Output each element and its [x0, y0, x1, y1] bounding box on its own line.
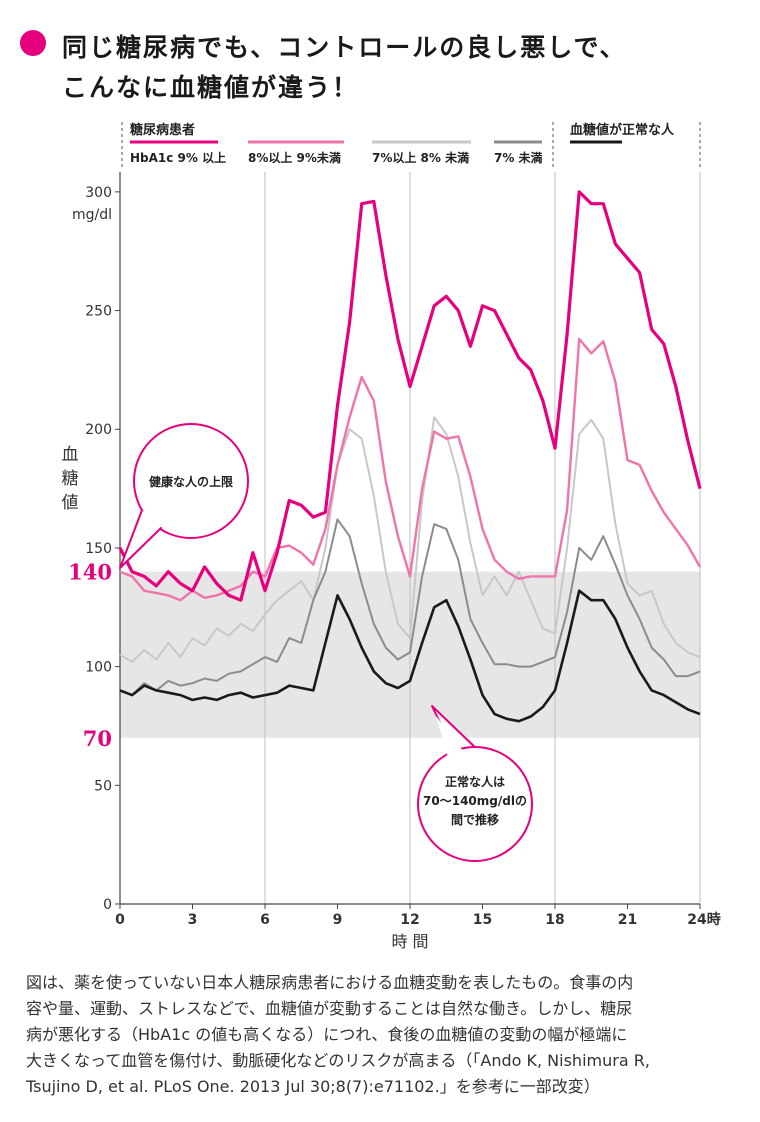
upper-limit-callout-fill: [136, 426, 246, 536]
title-bullet: [20, 30, 46, 56]
y-tick-label: 0: [103, 897, 112, 913]
series-line-3: [119, 518, 701, 697]
legend-entry-label: 7% 未満: [494, 150, 543, 165]
legend-entry-label: 8%以上 9%未満: [248, 150, 341, 165]
y-axis-label-char: 値: [62, 493, 79, 513]
y-unit-label: mg/dl: [72, 207, 112, 223]
x-tick-label: 15: [473, 912, 492, 928]
y-tick-label: 50: [94, 778, 112, 794]
title-line-2: こんなに血糖値が違う！: [62, 73, 360, 102]
x-tick-label: 3: [188, 912, 198, 928]
x-tick-label: 24時: [687, 911, 720, 928]
y-axis-label-char: 糖: [62, 469, 79, 489]
y-axis-label-char: 血: [62, 445, 79, 465]
legend-group-normal: 血糖値が正常な人: [570, 122, 675, 138]
x-tick-label: 18: [545, 912, 564, 928]
highlight-tick-label: 70: [83, 726, 112, 751]
legend-group-diabetic: 糖尿病患者: [130, 122, 195, 138]
x-tick-label: 12: [400, 912, 419, 928]
y-tick-label: 250: [85, 304, 112, 320]
y-tick-label: 300: [85, 185, 112, 201]
highlight-tick-label: 140: [68, 560, 112, 585]
series-line-2: [119, 416, 701, 663]
legend-entry-label: 7%以上 8% 未満: [372, 150, 469, 165]
x-tick-label: 21: [618, 912, 637, 928]
caption-line: 病が悪化する（HbA1c の値も高くなる）につれ、食後の血糖値の変動の幅が極端に: [26, 1025, 628, 1044]
legend-entry-label: HbA1c 9% 以上: [130, 150, 226, 165]
normal-range-callout-text: 70〜140mg/dlの: [423, 794, 527, 808]
glucose-chart: 0 50 100 150 200 250 300 mg/dl 140 70 血糖値 0 3 6 9 12 15 1…: [62, 122, 721, 951]
x-axis-label: 時 間: [391, 932, 428, 951]
y-tick-label: 150: [85, 541, 112, 557]
title-line-1: 同じ糖尿病でも、コントロールの良し悪しで、: [62, 33, 627, 62]
upper-limit-callout-text: 健康な人の上限: [149, 474, 233, 489]
y-tick-label: 100: [85, 660, 112, 676]
normal-range-callout-text: 間で推移: [451, 812, 499, 827]
caption-line: 大きくなって血管を傷付け、動脈硬化などのリスクが高まる（「Ando K, Nis…: [26, 1051, 650, 1070]
upper-limit-callout-pointer: [119, 509, 163, 569]
x-tick-label: 0: [115, 912, 125, 928]
normal-range-callout-text: 正常な人は: [445, 774, 505, 789]
caption-line: 図は、薬を使っていない日本人糖尿病患者における血糖変動を表したもの。食事の内: [26, 973, 634, 992]
x-tick-label: 6: [260, 912, 270, 928]
series-line-1: [119, 337, 702, 602]
caption-line: 容や量、運動、ストレスなどで、血糖値が変動することは自然な働き。しかし、糖尿: [26, 999, 633, 1018]
figure-caption: 図は、薬を使っていない日本人糖尿病患者における血糖変動を表したもの。食事の内 容や…: [26, 970, 741, 1100]
series-line-0: [118, 190, 702, 602]
caption-line: Tsujino D, et al. PLoS One. 2013 Jul 30;…: [26, 1077, 600, 1096]
y-tick-label: 200: [85, 422, 112, 438]
normal-range-callout-joint: [436, 716, 470, 764]
page-title: 同じ糖尿病でも、コントロールの良し悪しで、 こんなに血糖値が違う！: [62, 28, 627, 108]
series-line-4: [119, 589, 701, 723]
x-tick-label: 9: [333, 912, 343, 928]
normal-range-callout-circle: [417, 746, 533, 862]
